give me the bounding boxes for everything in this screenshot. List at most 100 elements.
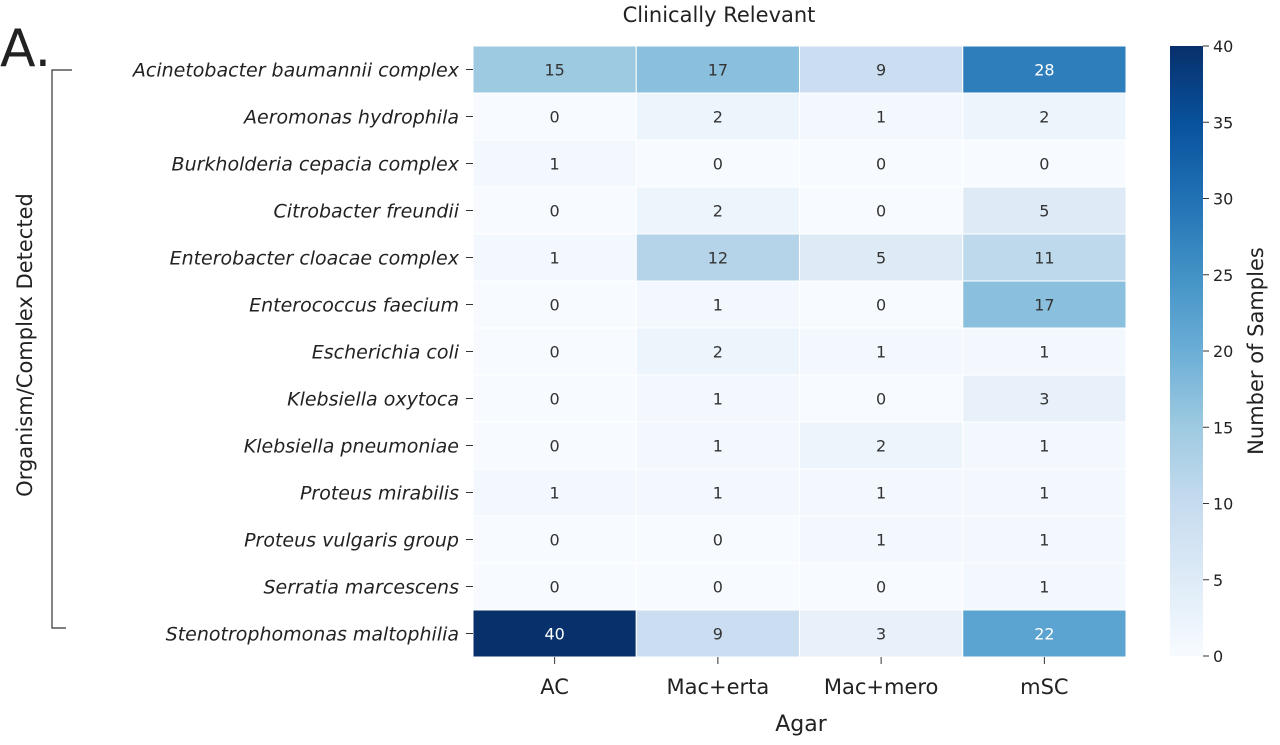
cell-value-label: 2: [713, 108, 723, 127]
colorbar-tick-label: 15: [1213, 418, 1233, 437]
y-tick-label: Klebsiella oxytoca: [287, 389, 459, 411]
cell-value-label: 17: [708, 61, 728, 80]
cell-value-label: 0: [876, 202, 886, 221]
heatmap-cell: [962, 421, 1127, 470]
cell-value-label: 28: [1034, 61, 1054, 80]
cell-value-label: 12: [708, 249, 728, 268]
colorbar-tick-label: 30: [1213, 190, 1233, 209]
cell-value-label: 1: [713, 437, 723, 456]
colorbar-tick-label: 0: [1213, 647, 1223, 666]
heatmap-cell: [962, 468, 1127, 517]
heatmap-cell: [799, 421, 964, 470]
cell-value-label: 0: [713, 578, 723, 597]
colorbar-tick-label: 25: [1213, 266, 1233, 285]
cell-value-label: 1: [550, 155, 560, 174]
heatmap-cell: [962, 139, 1127, 188]
heatmap-cell: [799, 280, 964, 329]
heatmap-cell: [962, 186, 1127, 235]
heatmap-cell: [472, 92, 637, 141]
heatmap-cell: [962, 92, 1127, 141]
y-tick-label: Escherichia coli: [312, 342, 460, 364]
cell-value-label: 0: [713, 531, 723, 550]
y-axis-label: Organism/Complex Detected: [13, 193, 37, 497]
cell-value-label: 2: [713, 202, 723, 221]
heatmap-cell: [799, 562, 964, 611]
colorbar-gradient: [1170, 46, 1203, 656]
x-tick-label: mSC: [1020, 675, 1068, 699]
cell-value-label: 1: [713, 484, 723, 503]
colorbar-tick-label: 40: [1213, 37, 1233, 56]
cell-value-label: 1: [1039, 484, 1049, 503]
heatmap-cell: [472, 609, 637, 658]
heatmap-cell: [472, 186, 637, 235]
cell-value-label: 5: [1039, 202, 1049, 221]
y-axis-bracket: [51, 69, 72, 629]
cell-value-label: 0: [550, 343, 560, 362]
cell-value-label: 0: [876, 296, 886, 315]
cell-value-label: 0: [550, 531, 560, 550]
chart-title: Clinically Relevant: [623, 3, 816, 27]
colorbar-label: Number of Samples: [1244, 247, 1268, 455]
heatmap-cell: [962, 609, 1127, 658]
y-tick-label: Citrobacter freundii: [274, 201, 460, 223]
cell-value-label: 1: [876, 484, 886, 503]
colorbar-tick-label: 10: [1213, 495, 1233, 514]
cell-value-label: 17: [1034, 296, 1054, 315]
cell-value-label: 22: [1034, 625, 1054, 644]
cell-value-label: 1: [1039, 531, 1049, 550]
heatmap-cell: [962, 562, 1127, 611]
heatmap-cell: [962, 515, 1127, 564]
y-tick-label: Proteus mirabilis: [300, 483, 459, 505]
heatmap-cell: [635, 280, 800, 329]
heatmap-cell: [635, 139, 800, 188]
x-tick-label: Mac+mero: [824, 675, 939, 699]
cell-value-label: 40: [544, 625, 564, 644]
heatmap-cell: [799, 515, 964, 564]
heatmap-cell: [799, 374, 964, 423]
heatmap-cell: [635, 186, 800, 235]
cell-value-label: 1: [1039, 437, 1049, 456]
colorbar: 0 5 10 15 20 25 30 35 40: [1170, 37, 1233, 666]
x-axis-label: Agar: [775, 712, 827, 737]
heatmap-cells: 15 17 9 280 2 1 21 0 0 00 2 0 51 12 5 110 1 0 170 2 1 10 1 0 30 1…: [472, 45, 1127, 658]
heatmap-cell: [799, 609, 964, 658]
heatmap-cell: [472, 562, 637, 611]
y-tick-label: Burkholderia cepacia complex: [172, 154, 460, 176]
heatmap-cell: [799, 468, 964, 517]
heatmap-cell: [472, 468, 637, 517]
cell-value-label: 5: [876, 249, 886, 268]
heatmap-cell: [635, 609, 800, 658]
cell-value-label: 3: [876, 625, 886, 644]
cell-value-label: 1: [876, 343, 886, 362]
cell-value-label: 0: [550, 202, 560, 221]
cell-value-label: 0: [876, 578, 886, 597]
cell-value-label: 0: [876, 390, 886, 409]
y-tick-label: Acinetobacter baumannii complex: [131, 60, 460, 82]
x-tick-label: Mac+erta: [666, 675, 769, 699]
cell-value-label: 0: [550, 296, 560, 315]
x-tick-label: AC: [540, 675, 569, 699]
y-tick-labels: Acinetobacter baumannii complex Aeromonas…: [131, 60, 473, 646]
heatmap-cell: [635, 45, 800, 94]
cell-value-label: 1: [713, 390, 723, 409]
heatmap-cell: [799, 327, 964, 376]
y-tick-label: Aeromonas hydrophila: [242, 107, 459, 129]
y-tick-label: Enterococcus faecium: [249, 295, 459, 317]
cell-value-label: 0: [550, 108, 560, 127]
heatmap-cell: [799, 45, 964, 94]
x-tick-labels: AC Mac+erta Mac+mero mSC: [540, 657, 1069, 699]
heatmap-cell: [962, 280, 1127, 329]
cell-value-label: 1: [876, 108, 886, 127]
heatmap-cell: [635, 233, 800, 282]
cell-value-label: 1: [1039, 578, 1049, 597]
colorbar-tick-label: 35: [1213, 113, 1233, 132]
cell-value-label: 0: [550, 437, 560, 456]
cell-value-label: 11: [1034, 249, 1054, 268]
cell-value-label: 15: [544, 61, 564, 80]
cell-value-label: 0: [550, 578, 560, 597]
y-tick-label: Proteus vulgaris group: [244, 530, 459, 552]
heatmap-cell: [472, 327, 637, 376]
panel-label: A.: [0, 19, 51, 79]
